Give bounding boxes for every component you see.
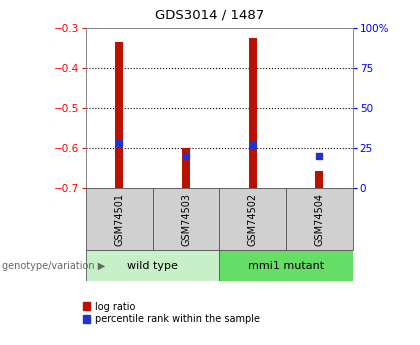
FancyBboxPatch shape (220, 188, 286, 250)
Bar (182, 148, 190, 188)
FancyBboxPatch shape (153, 188, 220, 250)
Bar (116, 42, 123, 188)
Legend: log ratio, percentile rank within the sample: log ratio, percentile rank within the sa… (83, 302, 260, 325)
Text: mmi1 mutant: mmi1 mutant (248, 261, 324, 270)
Text: GSM74502: GSM74502 (248, 193, 258, 246)
Text: wild type: wild type (127, 261, 178, 270)
Text: GSM74504: GSM74504 (315, 193, 325, 246)
Bar (249, 38, 257, 188)
FancyBboxPatch shape (286, 188, 353, 250)
Text: GSM74503: GSM74503 (181, 193, 191, 246)
FancyBboxPatch shape (86, 188, 153, 250)
Text: genotype/variation ▶: genotype/variation ▶ (2, 261, 105, 270)
Text: GSM74501: GSM74501 (114, 193, 124, 246)
Bar (315, 171, 323, 188)
Text: GDS3014 / 1487: GDS3014 / 1487 (155, 9, 265, 22)
FancyBboxPatch shape (86, 250, 220, 281)
FancyBboxPatch shape (220, 250, 353, 281)
